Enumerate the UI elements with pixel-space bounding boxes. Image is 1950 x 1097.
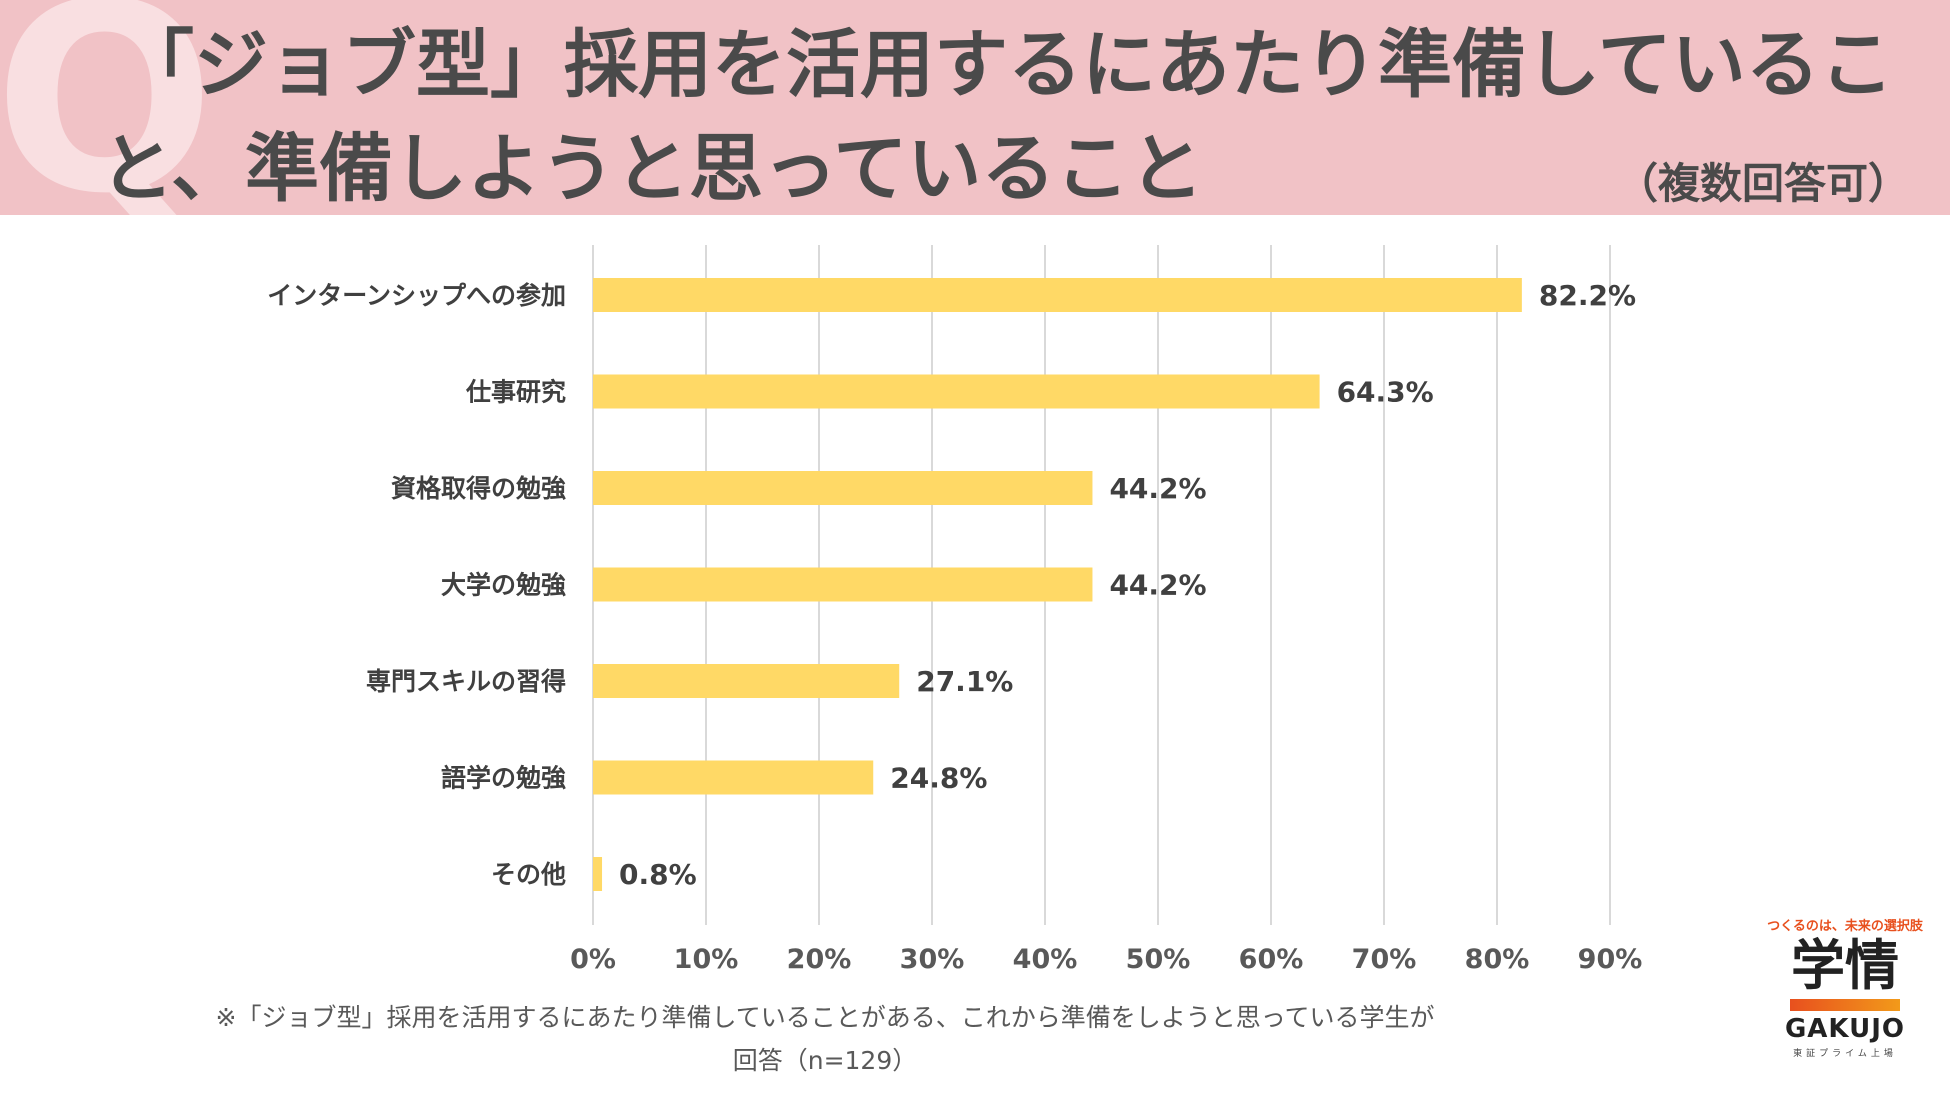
x-tick-label: 10% [674,944,739,975]
x-tick-label: 40% [1013,944,1078,975]
logo-kanji: 学情 [1791,934,1899,997]
x-tick-label: 20% [787,944,852,975]
x-tick-label: 90% [1578,944,1643,975]
x-tick-label: 0% [570,944,616,975]
bar-1 [593,278,1522,312]
category-label: 仕事研究 [465,378,566,407]
logo-bar [1790,998,1900,1011]
category-label: 専門スキルの習得 [366,667,566,696]
category-label: その他 [491,860,566,889]
bar-7 [593,857,603,891]
category-label: 大学の勉強 [441,571,566,600]
bar-4 [593,567,1093,602]
q-mark-decoration: Q [0,0,216,215]
x-tick-label: 50% [1126,944,1191,975]
value-label: 27.1% [916,665,1013,698]
logo-english: GAKUJO [1784,1013,1906,1044]
title-line-2: と、準備しようと思っていること [100,126,1204,212]
x-tick-label: 30% [900,944,965,975]
bar-3 [593,471,1093,505]
x-tick-label: 60% [1239,944,1304,975]
footnote-line-2: 回答（n=129） [732,1046,918,1075]
x-tick-label: 70% [1352,944,1417,975]
subtitle-multiple-answers: （複数回答可） [1615,159,1910,208]
bar-chart: 0% 10% 20% 30% 40% 50% 60% 70% 80% 90% インターンシップへの参… [267,245,1643,975]
value-label: 0.8% [619,858,697,891]
bar-6 [593,760,874,795]
category-label: インターンシップへの参加 [267,281,566,310]
title-line-1: 「ジョブ型」採用を活用するにあたり準備しているこ [120,22,1894,108]
value-label: 44.2% [1109,569,1206,602]
logo-sub: 東証プライム上場 [1793,1048,1897,1059]
header-banner: Q 「ジョブ型」採用を活用するにあたり準備しているこ と、準備しようと思っている… [0,0,1950,215]
category-label: 語学の勉強 [441,764,566,793]
value-label: 44.2% [1109,472,1206,505]
bar-2 [593,374,1320,409]
value-label: 82.2% [1539,279,1636,312]
x-tick-label: 80% [1465,944,1530,975]
footnote-line-1: ※「ジョブ型」採用を活用するにあたり準備していることがある、これから準備をしよう… [215,1003,1435,1032]
value-label: 64.3% [1337,376,1434,409]
value-label: 24.8% [890,762,987,795]
logo-tagline: つくるのは、未来の選択肢 [1767,919,1923,934]
category-label: 資格取得の勉強 [391,474,566,503]
gakujo-logo: つくるのは、未来の選択肢 学情 GAKUJO 東証プライム上場 [1755,915,1935,1059]
bar-5 [593,664,900,698]
